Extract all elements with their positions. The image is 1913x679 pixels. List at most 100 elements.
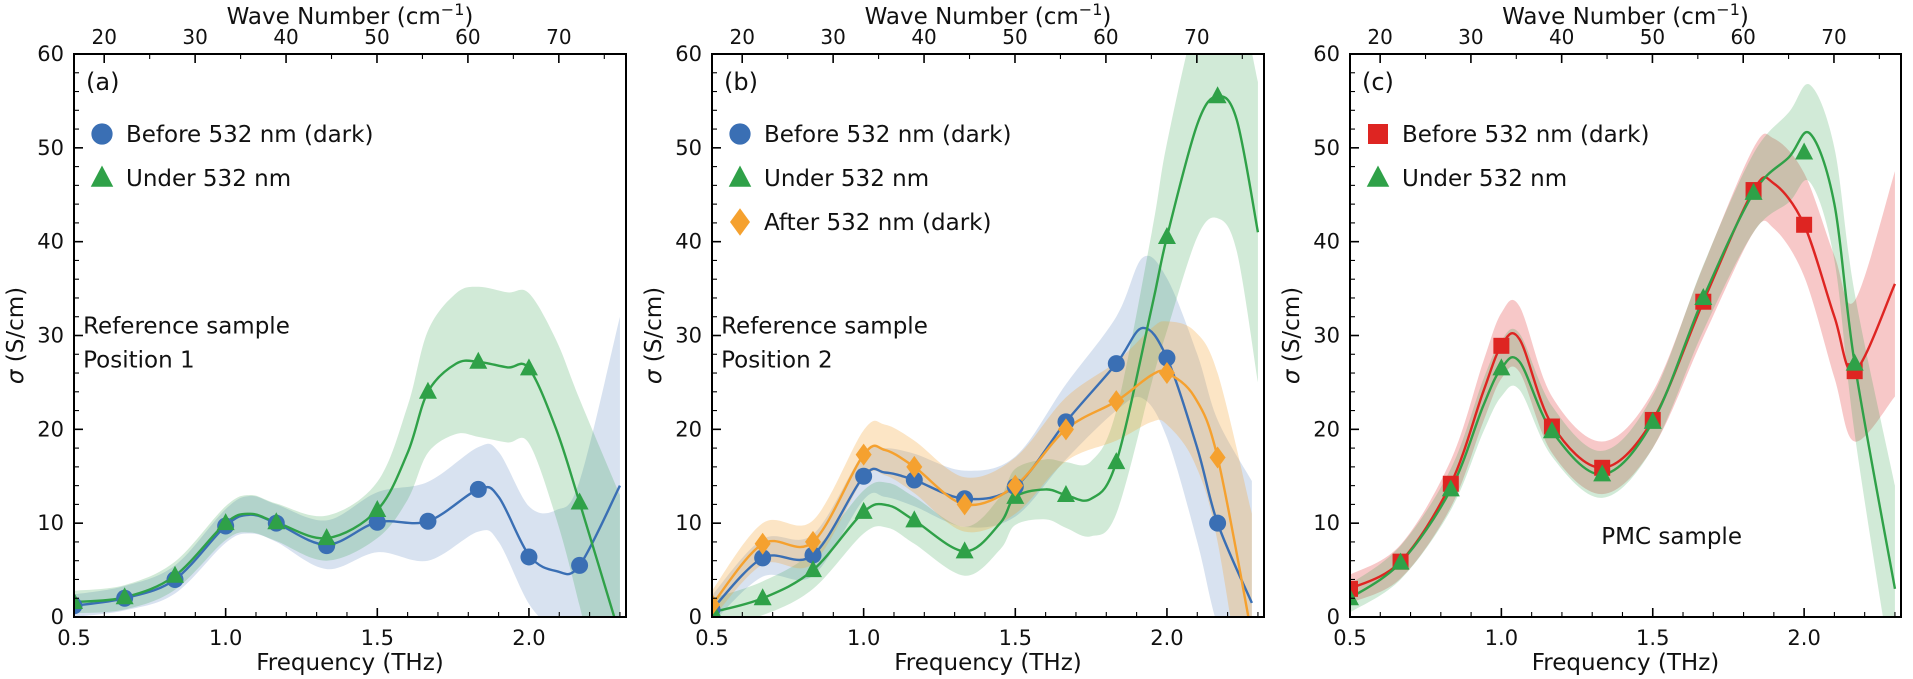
y-tick-label: 50 [1313,136,1340,160]
square-marker [1796,216,1813,233]
x-axis-title: Frequency (THz) [894,650,1082,676]
top-tick-label: 30 [820,25,845,49]
top-tick-label: 70 [546,25,571,49]
panel-c: 0.5 1.0 1.5 2.0 0 10 20 30 40 50 60 20 30 40 50 60 70 Fre… [1276,0,1913,679]
x-axis: 0.5 1.0 1.5 2.0 [57,608,621,650]
triangle-marker [1208,86,1227,104]
x-tick-label: 2.0 [1150,626,1183,650]
y-tick-label: 20 [37,417,64,441]
panel-label: (c) [1362,68,1394,96]
y-tick-label: 60 [1313,42,1340,66]
triangle-marker [1643,411,1662,429]
triangle-marker [753,588,772,606]
x-tick-label: 1.0 [1485,626,1518,650]
y-axis: 0 10 20 30 40 50 60 [1313,42,1359,629]
diamond-marker [712,593,720,616]
panel-b: 0.5 1.0 1.5 2.0 0 10 20 30 40 50 60 20 30 40 50 60 70 Fre… [638,0,1276,679]
y-axis-title: σ (S/cm) [1279,287,1305,384]
top-tick-label: 60 [1093,25,1118,49]
legend-diamond-marker [730,208,750,236]
uncertainty-bands [74,286,620,617]
diamond-marker [1007,474,1024,497]
circle-marker [855,467,873,485]
y-tick-label: 20 [675,417,702,441]
triangle-marker [803,560,822,578]
triangle-marker [1542,421,1561,439]
panel-a: 0.5 1.0 1.5 2.0 0 10 20 30 40 50 60 20 30 40 50 60 70 Fre… [0,0,638,679]
band-under-532nm [712,54,1258,617]
x-tick-label: 1.5 [361,626,394,650]
y-tick-label: 50 [37,136,64,160]
legend-label: Under 532 nm [764,166,929,192]
y-tick-label: 30 [1313,324,1340,348]
legend-label: After 532 nm (dark) [764,210,991,236]
y-axis: 0 10 20 30 40 50 60 [675,42,721,629]
circle-marker [754,549,772,567]
x-tick-label: 0.5 [1333,626,1366,650]
triangle-marker [854,501,873,519]
triangle-marker [1391,552,1410,570]
legend: Before 532 nm (dark) Under 532 nm [90,122,373,192]
x-tick-label: 2.0 [512,626,545,650]
top-axis: 20 30 40 50 60 70 [91,25,605,63]
triangle-marker [1845,353,1864,371]
annotation-text: PMC sample [1601,524,1742,550]
triangle-marker [1492,358,1511,376]
triangle-marker [905,510,924,528]
y-tick-label: 0 [689,605,702,629]
x-axis-title: Frequency (THz) [1532,650,1720,676]
diamond-marker [1057,418,1074,441]
legend-triangle-marker [90,165,114,187]
x-tick-label: 0.5 [57,626,90,650]
diamond-marker [1108,390,1125,413]
y-tick-label: 0 [1327,605,1340,629]
x-tick-label: 1.0 [847,626,880,650]
y-axis-title: σ (S/cm) [641,287,667,384]
legend-square-marker [1368,124,1388,144]
triangle-marker [1744,182,1763,200]
triangle-marker [1694,287,1713,305]
square-marker [1350,580,1358,597]
y-tick-label: 40 [1313,230,1340,254]
circle-marker [469,480,487,498]
annotation-text: Position 1 [83,347,195,373]
triangle-marker [469,351,488,369]
y-tick-label: 50 [675,136,702,160]
top-tick-label: 70 [1184,25,1209,49]
top-tick-label: 40 [273,25,298,49]
line-before-532nm-dark [1350,176,1897,590]
legend-triangle-marker [728,165,752,187]
circle-marker [1209,514,1227,532]
y-axis-title: σ (S/cm) [3,287,29,384]
band-under-532nm [1350,83,1895,617]
triangle-marker [1350,588,1359,606]
circle-marker [1158,349,1176,367]
band-before-532nm-dark [712,255,1252,617]
annotation-text: Reference sample [721,314,928,340]
legend-label: Before 532 nm (dark) [764,122,1011,148]
legend-circle-marker [729,123,751,145]
band-under-532nm [74,286,620,617]
top-tick-label: 50 [1640,25,1665,49]
diamond-marker [754,532,771,555]
diamond-marker [906,455,923,478]
legend: Before 532 nm (dark) Under 532 nm After 53… [728,122,1011,236]
y-tick-label: 40 [37,230,64,254]
triangle-marker [368,500,387,518]
circle-marker [1107,355,1125,373]
triangle-marker [1107,452,1126,470]
line-under-532nm [74,359,616,617]
y-tick-label: 60 [37,42,64,66]
annotation-text: Position 2 [721,347,833,373]
y-axis: 0 10 20 30 40 50 60 [37,42,83,629]
triangle-marker [1795,142,1814,160]
diamond-marker [1158,362,1175,385]
x-tick-label: 1.5 [999,626,1032,650]
top-axis-title: Wave Number (cm−1) [865,0,1112,30]
chart-panel-b: 0.5 1.0 1.5 2.0 0 10 20 30 40 50 60 20 30 40 50 60 70 Fre… [641,0,1265,676]
y-tick-label: 40 [675,230,702,254]
diamond-marker [804,530,821,553]
top-tick-label: 60 [455,25,480,49]
top-tick-label: 70 [1821,25,1846,49]
